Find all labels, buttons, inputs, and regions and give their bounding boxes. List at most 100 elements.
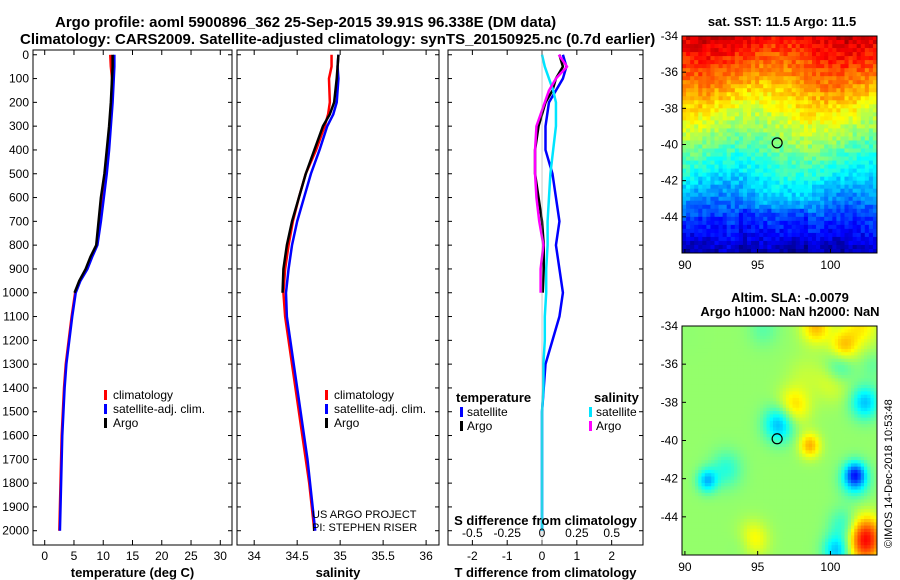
map-cell [836,164,841,170]
map-cell [698,48,703,53]
map-cell [727,352,732,356]
map-cell [767,80,772,85]
map-cell [682,36,687,41]
map-cell [759,168,764,174]
map-cell [730,40,736,45]
map-cell [795,36,801,41]
map-cell [706,100,711,105]
map-cell [738,104,744,109]
lat-tick-label: -36 [661,65,679,79]
map-cell [773,404,777,409]
map-cell [782,375,787,379]
map-cell [847,404,852,409]
map-cell [782,424,787,428]
map-cell [686,224,691,230]
map-cell [747,420,751,425]
map-cell [691,411,696,415]
map-cell [789,401,793,405]
map-cell [820,88,825,93]
map-cell [854,375,858,379]
map-cell [864,84,870,89]
map-cell [821,365,826,369]
map-cell [743,404,748,409]
s-tick-label: -0.25 [494,526,522,540]
map-cell [747,144,752,149]
map-cell [730,420,735,425]
map-cell [698,368,702,373]
map-cell [812,52,817,57]
map-cell [847,433,852,438]
map-cell [840,176,845,182]
map-cell [791,48,797,53]
map-cell [848,136,854,141]
map-cell [828,414,832,418]
map-cell [740,335,745,340]
map-cell [726,152,732,157]
map-cell [831,352,836,356]
map-cell [727,381,732,386]
map-cell [701,417,706,422]
map-cell [828,391,832,396]
map-cell [717,368,722,373]
map-cell [870,339,875,343]
map-cell [799,248,805,254]
map-cell [799,228,805,234]
map-cell [812,375,816,379]
map-cell [756,345,761,350]
map-cell [694,56,699,61]
map-cell [828,420,832,425]
map-cell [825,411,829,415]
map-cell [847,361,852,366]
map-cell [708,420,712,425]
map-cell [824,220,829,226]
map-cell [867,414,871,418]
map-cell [848,156,854,161]
map-cell [802,388,806,392]
map-cell [730,228,736,234]
map-cell [857,365,862,369]
map-cell [724,427,728,432]
map-cell [738,220,744,226]
map-cell [795,72,801,77]
map-cell [682,348,686,353]
map-cell [682,136,687,141]
map-cell [726,220,732,226]
map-cell [753,326,758,330]
map-cell [786,339,790,343]
map-cell [691,348,696,353]
map-cell [721,424,725,428]
map-cell [870,388,875,392]
map-cell [706,192,711,198]
map-cell [836,248,841,254]
map-cell [717,417,722,422]
map-cell [867,332,871,337]
map-cell [759,208,764,214]
map-cell [742,104,748,109]
map-cell [751,56,756,61]
map-cell [807,176,813,182]
map-cell [738,224,744,230]
map-cell [807,108,813,113]
map-cell [747,365,751,369]
map-cell [759,136,764,141]
map-cell [857,352,862,356]
map-cell [864,60,870,65]
map-cell [701,381,706,386]
map-cell [836,116,841,121]
map-cell [791,140,797,145]
map-cell [815,394,819,399]
map-cell [698,404,702,409]
map-cell [767,164,772,170]
map-cell [840,100,845,105]
map-cell [710,116,715,121]
map-cell [782,414,787,418]
map-cell [786,342,790,347]
map-cell [738,128,744,133]
map-cell [722,200,728,206]
map-cell [799,361,803,366]
map-cell [795,414,800,418]
legend-label: satellite [596,405,637,419]
map-cell [730,204,736,210]
map-cell [750,397,754,402]
map-cell [805,437,810,441]
